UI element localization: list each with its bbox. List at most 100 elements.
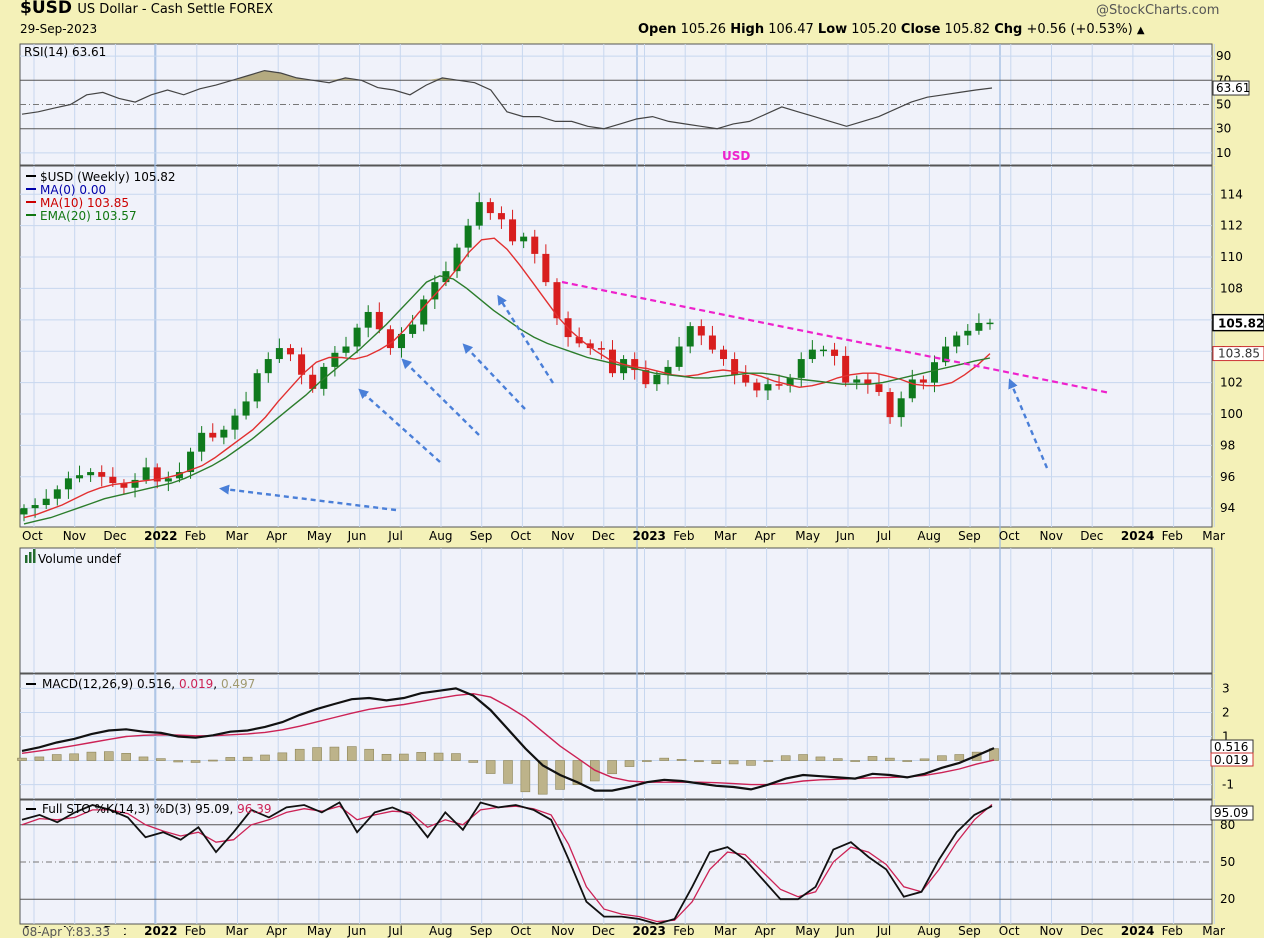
sto-value-box [1210,805,1254,821]
chg-label: Chg [994,22,1023,37]
header-title: $USD US Dollar - Cash Settle FOREX [20,0,273,18]
macd-histogram-bar [433,752,444,761]
macd-histogram-bar [659,757,670,761]
candle-up [764,384,772,391]
price-y-tick: 96 [1220,470,1235,484]
close-value: 105.82 [944,22,991,37]
macd-histogram-bar [763,760,774,762]
date-tick-label: Sep [470,529,493,543]
candle-up [53,489,61,499]
candle-down [742,374,750,383]
price-y-tick: 102 [1220,376,1243,390]
candle-up [675,346,683,367]
date-tick-label: Feb [673,529,694,543]
bottom-date-tick-label: Apr [755,924,776,938]
macd-histogram-bar [937,755,947,761]
macd-histogram-bar [103,751,114,761]
candle-up [964,330,972,336]
date-tick-label: Oct [22,529,43,543]
macd-legend-sep: , [213,677,221,691]
low-label: Low [817,22,848,37]
usd-annotation: USD [722,149,750,163]
candle-up [264,359,272,374]
price-y-tick: 110 [1220,250,1243,264]
instrument-name: US Dollar - Cash Settle FOREX [77,2,273,17]
candle-up [231,415,239,430]
corner-readout: 08-Apr Y:83.33 [22,925,110,938]
candle-down [875,384,883,393]
macd-histogram-bar [711,760,722,764]
price-legend-entry: MA(0) 0.00 [40,183,106,197]
candle-up [953,335,961,347]
bottom-date-tick-label: 2022 [144,924,177,938]
price-y-tick: 98 [1220,438,1235,452]
date-tick-label: Sep [958,529,981,543]
candle-up [908,379,916,399]
date-tick-label: Jun [347,529,367,543]
macd-histogram-bar [364,748,374,761]
date-tick-label: May [307,529,332,543]
candle-down [153,467,161,482]
candle-up [187,451,195,473]
macd-legend: MACD(12,26,9) 0.516, 0.019, 0.497 [42,677,255,691]
corner-readout-bg [20,927,124,938]
candle-down [120,483,128,488]
candle-down [831,349,839,356]
macd-histogram-bar [329,746,340,761]
macd-histogram-bar [728,760,739,765]
candle-up [409,324,417,334]
candle-up [975,322,983,331]
macd-histogram-bar [86,751,97,761]
rsi-y-tick: 90 [1216,49,1231,63]
sto-legend: Full STO %K(14,3) %D(3) 95.09, 96.39 [42,802,272,816]
date-tick-label: Dec [103,529,126,543]
candle-up [853,379,861,383]
candle-down [286,348,294,355]
signal-value-box [1210,752,1254,767]
date-tick-label: 2022 [144,529,177,543]
candle-up [986,322,994,325]
macd-signal-line [21,692,995,786]
macd-y-tick: -1 [1222,778,1234,792]
macd-histogram-bar [919,758,930,761]
macd-histogram-bar [173,760,184,763]
bottom-date-tick-label: Sep [470,924,493,938]
ma10-line [23,237,991,519]
price-legend-entry: EMA(20) 103.57 [40,209,137,223]
candle-down [109,476,117,484]
rsi-overbought-fill [22,70,992,81]
bottom-date-tick-label: Mar [714,924,737,938]
candle-up [220,429,228,438]
dashed-blue-arrow [219,484,397,512]
bottom-date-tick-label: Apr [266,924,287,938]
macd-histogram-bar [346,746,357,761]
candle-up [808,349,816,360]
candle-up [31,505,39,509]
macd-histogram-bar [607,760,617,775]
price-legend-entry: MA(10) 103.85 [40,196,129,210]
candle-down [586,343,594,349]
macd-histogram-bar [190,760,201,763]
bottom-date-tick-label: Nov [551,924,574,938]
macd-histogram-bar [17,757,27,761]
dashed-blue-arrow [497,294,555,384]
candle-down [509,219,517,242]
candle-up [131,479,139,488]
price-y-tick: 112 [1220,219,1243,233]
macd-y-tick: 3 [1222,681,1230,695]
candle-up [142,467,150,480]
candle-up [420,299,428,325]
bottom-date-tick-label: 2024 [1121,924,1154,938]
candle-down [98,472,106,477]
sto-k-line [21,801,993,925]
date-tick-label: Dec [592,529,615,543]
candle-up [253,373,261,402]
sto-y-tick: 80 [1220,818,1235,832]
close-value-box [1212,313,1264,332]
macd-histogram-bar [138,756,149,761]
date-tick-label: Mar [1202,529,1225,543]
bottom-date-tick-label: Mar [1202,924,1225,938]
candle-down [542,253,550,283]
candle-down [753,382,761,391]
